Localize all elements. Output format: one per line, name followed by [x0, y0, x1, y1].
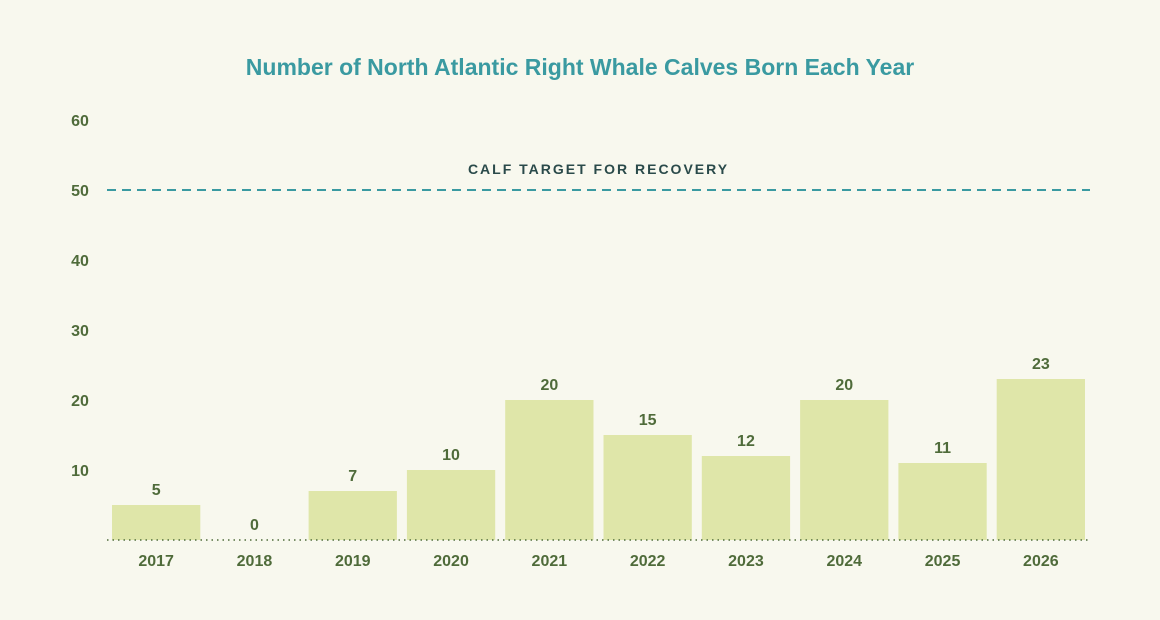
x-axis-labels: 2017 2018 2019 2020 2021 2022 2023 2024 2025 2026	[138, 553, 1058, 570]
bar	[406, 470, 496, 540]
bar	[112, 505, 201, 540]
x-tick-label: 2024	[826, 553, 862, 570]
bar-value-label: 23	[1032, 356, 1050, 373]
bar-value-label: 20	[835, 377, 853, 394]
x-tick-label: 2026	[1023, 553, 1059, 570]
y-tick-label: 20	[71, 393, 89, 410]
bar	[898, 463, 987, 540]
bar-value-label: 15	[639, 412, 657, 429]
bar	[308, 491, 397, 540]
y-tick-label: 30	[71, 323, 89, 340]
x-tick-label: 2020	[433, 553, 469, 570]
y-tick-label: 60	[71, 113, 89, 130]
y-axis-ticks: 10 20 30 40 50 60	[71, 113, 89, 480]
bar	[996, 379, 1085, 540]
x-tick-label: 2019	[335, 553, 371, 570]
bar	[603, 435, 692, 540]
bar-value-label: 5	[152, 482, 161, 499]
y-tick-label: 40	[71, 253, 89, 270]
bar-value-label: 11	[934, 440, 951, 457]
bar-value-label: 10	[442, 447, 460, 464]
bar-value-label: 20	[540, 377, 558, 394]
bar	[505, 400, 594, 540]
x-tick-label: 2021	[532, 553, 568, 570]
target-reference-label: CALF TARGET FOR RECOVERY	[468, 161, 729, 177]
x-tick-label: 2022	[630, 553, 666, 570]
y-tick-label: 10	[71, 463, 89, 480]
x-tick-label: 2017	[138, 553, 174, 570]
bar	[701, 456, 791, 540]
chart-title: Number of North Atlantic Right Whale Cal…	[246, 54, 914, 80]
bar-value-label: 7	[348, 468, 357, 485]
bar-series: 5 0 7 10 20 15 12 20 11 23	[112, 356, 1085, 540]
bar-value-label: 12	[737, 433, 755, 450]
x-tick-label: 2018	[237, 553, 273, 570]
y-tick-label: 50	[71, 183, 89, 200]
x-tick-label: 2025	[925, 553, 961, 570]
bar	[800, 400, 889, 540]
x-tick-label: 2023	[728, 553, 764, 570]
bar-value-label: 0	[250, 517, 259, 534]
